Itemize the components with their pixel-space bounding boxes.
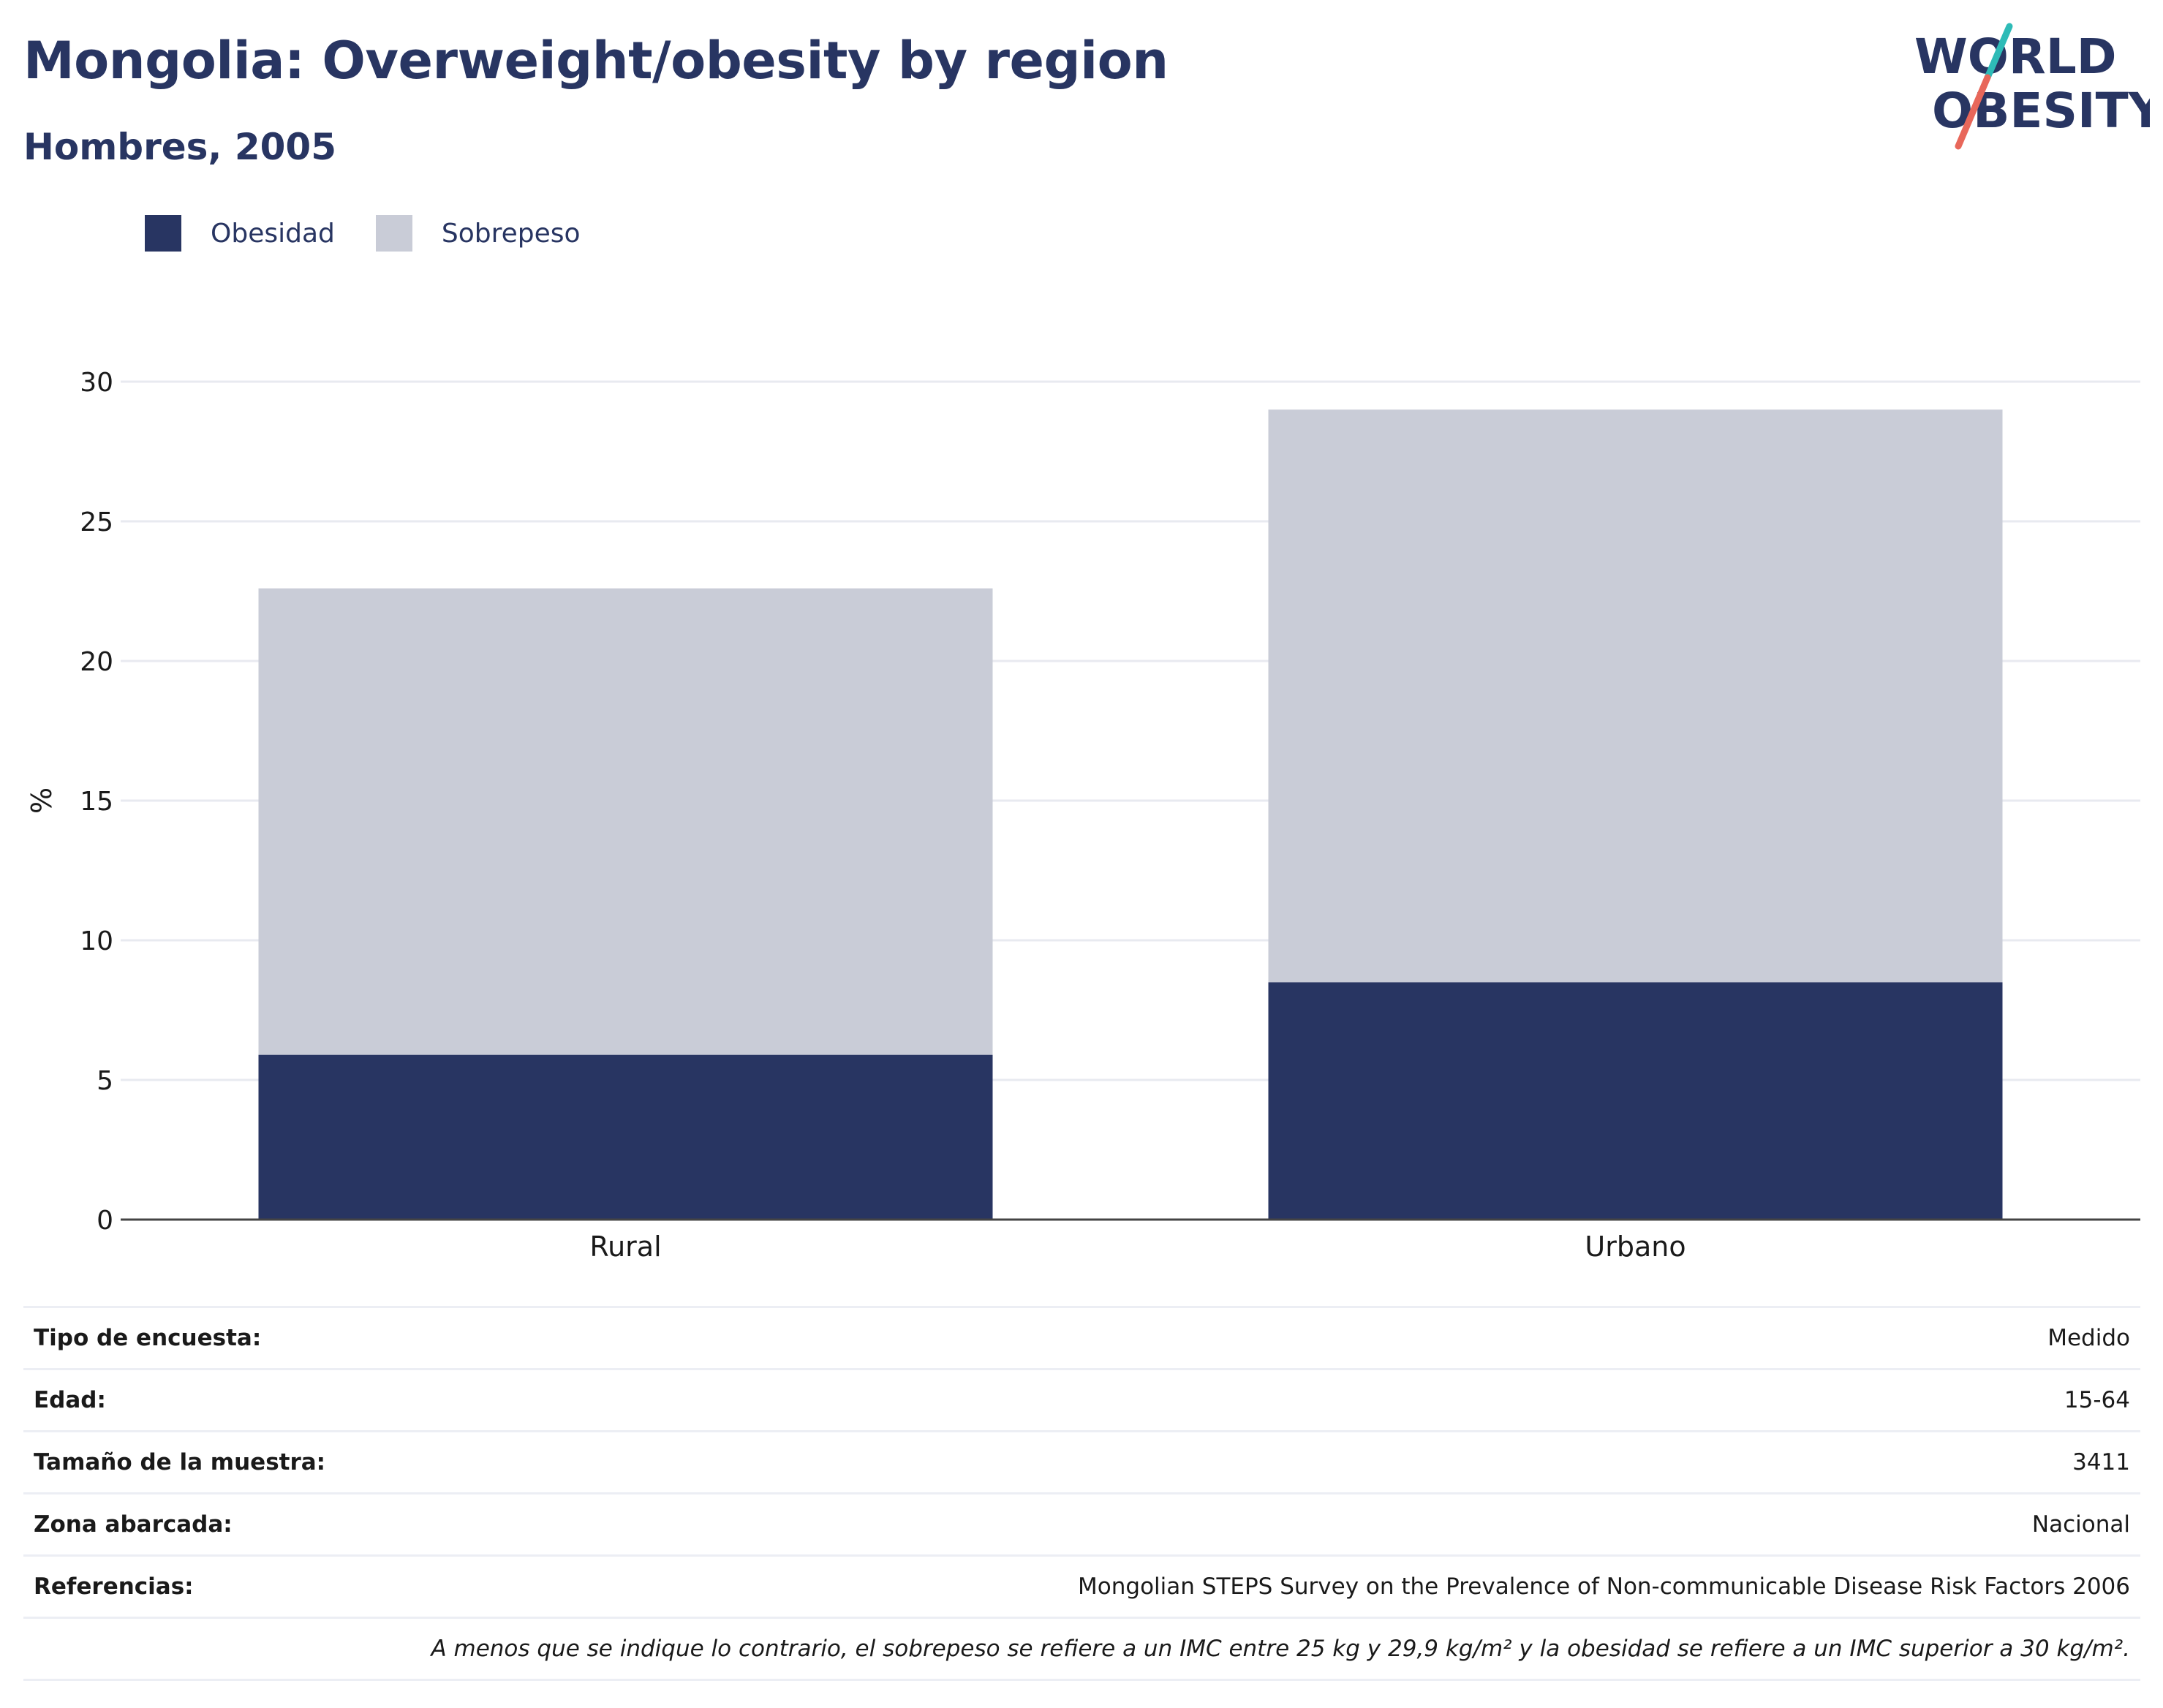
info-label: Edad: <box>34 1387 106 1413</box>
info-value: Mongolian STEPS Survey on the Prevalence… <box>1078 1573 2130 1600</box>
legend-label-obesidad: Obesidad <box>211 218 335 249</box>
y-tick-label: 25 <box>80 507 113 537</box>
y-axis-label: % <box>26 787 58 814</box>
bar-sobrepeso-rural <box>258 588 993 1055</box>
x-tick-label: Rural <box>589 1231 661 1263</box>
logo-slash-teal <box>1984 23 2013 81</box>
info-label: Tipo de encuesta: <box>34 1325 262 1351</box>
stacked-bar-chart: 0 5 10 15 20 25 30% Rural Urbano <box>26 368 2140 1263</box>
info-label: Referencias: <box>34 1573 194 1600</box>
info-label: Tamaño de la muestra: <box>34 1449 326 1475</box>
bar-sobrepeso-urbano <box>1268 409 2003 983</box>
y-tick-label: 0 <box>97 1206 113 1236</box>
y-tick-label: 20 <box>80 647 113 677</box>
info-value: 15-64 <box>2064 1387 2130 1413</box>
logo-line1: WORLD <box>1914 29 2117 85</box>
chart-title: Mongolia: Overweight/obesity by region <box>23 31 1169 91</box>
legend-swatch-obesidad <box>145 215 181 252</box>
chart-subtitle: Hombres, 2005 <box>23 126 336 168</box>
legend-item-obesidad[interactable]: Obesidad <box>145 215 335 252</box>
logo-slash-coral <box>1955 74 1991 150</box>
bar-obesidad-rural <box>258 1054 993 1220</box>
chart-legend: Obesidad Sobrepeso <box>145 215 622 252</box>
legend-label-sobrepeso: Sobrepeso <box>441 218 581 249</box>
info-row: Tipo de encuesta: Medido <box>23 1306 2140 1368</box>
legend-swatch-sobrepeso <box>375 215 412 252</box>
info-value: 3411 <box>2072 1449 2130 1475</box>
world-obesity-logo: WORLD OBESITY <box>1914 23 2150 150</box>
y-tick-label: 5 <box>97 1066 113 1096</box>
info-row: Edad: 15-64 <box>23 1368 2140 1430</box>
y-tick-label: 15 <box>80 787 113 817</box>
info-value: Nacional <box>2031 1511 2130 1538</box>
y-tick-label: 10 <box>80 926 113 956</box>
info-row: Tamaño de la muestra: 3411 <box>23 1430 2140 1492</box>
info-row: Zona abarcada: Nacional <box>23 1492 2140 1554</box>
bar-obesidad-urbano <box>1268 982 2003 1220</box>
footnote-row: A menos que se indique lo contrario, el … <box>23 1617 2140 1681</box>
x-tick-label: Urbano <box>1585 1231 1686 1263</box>
info-row: Referencias: Mongolian STEPS Survey on t… <box>23 1554 2140 1617</box>
footnote-text: A menos que se indique lo contrario, el … <box>431 1636 2130 1662</box>
info-label: Zona abarcada: <box>34 1511 233 1538</box>
info-value: Medido <box>2047 1325 2130 1351</box>
y-tick-label: 30 <box>80 368 113 398</box>
legend-item-sobrepeso[interactable]: Sobrepeso <box>375 215 581 252</box>
survey-info-table: Tipo de encuesta: Medido Edad: 15-64 Tam… <box>23 1306 2140 1681</box>
